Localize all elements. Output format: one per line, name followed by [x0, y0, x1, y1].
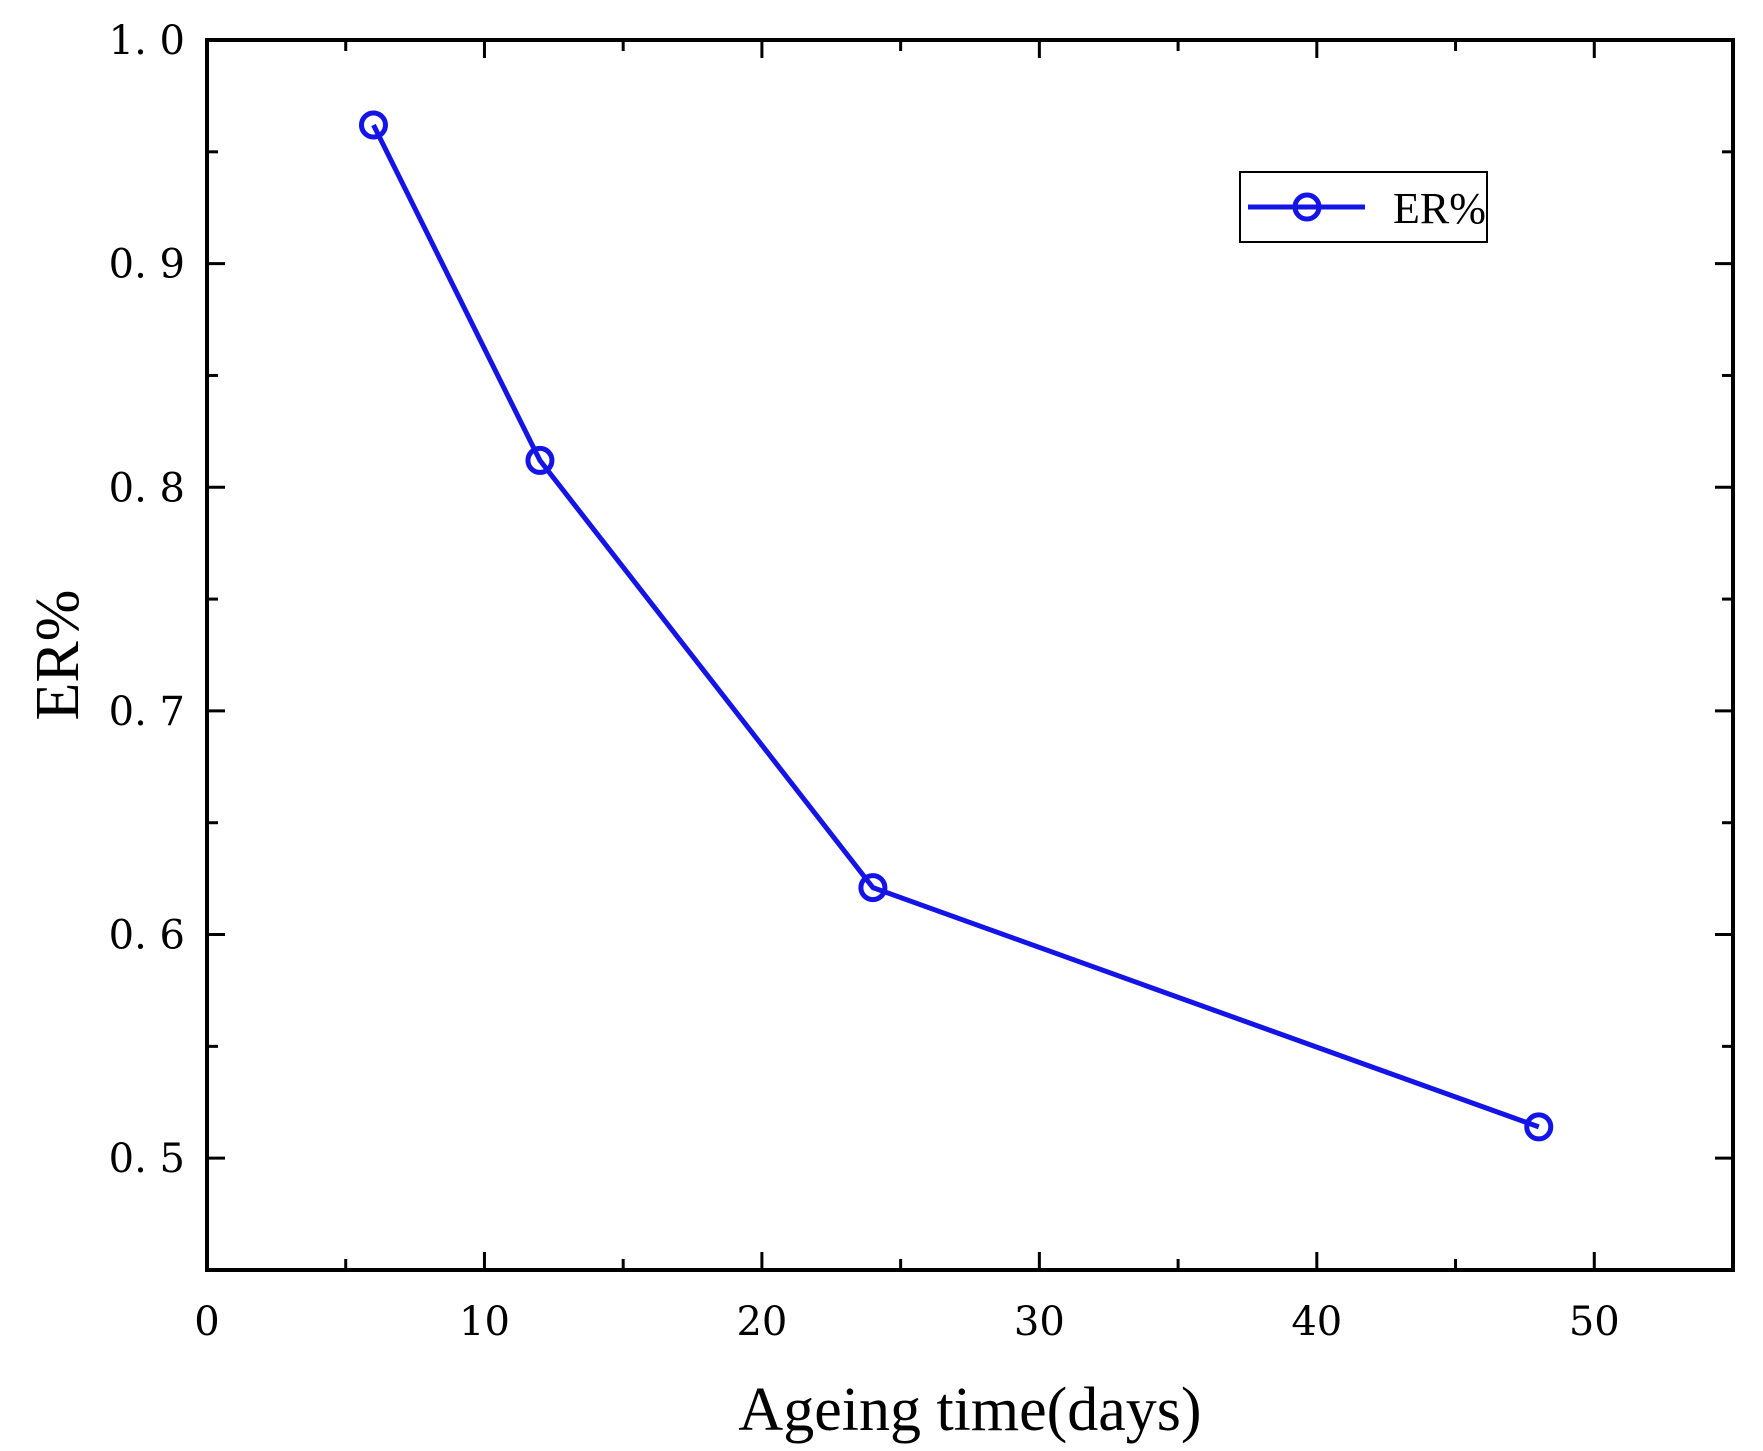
series-line — [371, 123, 1540, 1130]
y-tick-label: 0. 7 — [109, 689, 185, 735]
plot-area — [205, 38, 1735, 1272]
legend-marker — [1292, 192, 1322, 222]
x-tick-label: 0 — [194, 1299, 219, 1345]
y-axis-title: ER% — [24, 590, 92, 721]
x-tick-label: 20 — [736, 1299, 787, 1345]
data-point — [358, 110, 388, 140]
data-point — [525, 445, 555, 475]
y-tick-label: 0. 6 — [109, 913, 185, 959]
y-tick-label: 1. 0 — [109, 18, 185, 64]
legend-label: ER% — [1393, 184, 1486, 233]
x-tick-label: 40 — [1291, 1299, 1342, 1345]
y-tick-label: 0. 9 — [109, 242, 185, 288]
y-tick-label: 0. 8 — [109, 465, 185, 511]
y-tick-label: 0. 5 — [109, 1136, 185, 1182]
series-layer — [358, 110, 1554, 1142]
axis-tick-labels: 0 10 20 30 40 50 0. 5 0. 6 0. 7 0. 8 0. 9 1. 0 — [109, 18, 1620, 1345]
x-axis-title: Ageing time(days) — [738, 1376, 1201, 1444]
x-tick-label: 30 — [1014, 1299, 1065, 1345]
legend: ER% — [1239, 171, 1488, 243]
x-tick-label: 10 — [459, 1299, 510, 1345]
data-point — [1524, 1112, 1554, 1142]
data-point — [858, 873, 888, 903]
axis-ticks — [205, 38, 1733, 1270]
x-tick-label: 50 — [1569, 1299, 1620, 1345]
